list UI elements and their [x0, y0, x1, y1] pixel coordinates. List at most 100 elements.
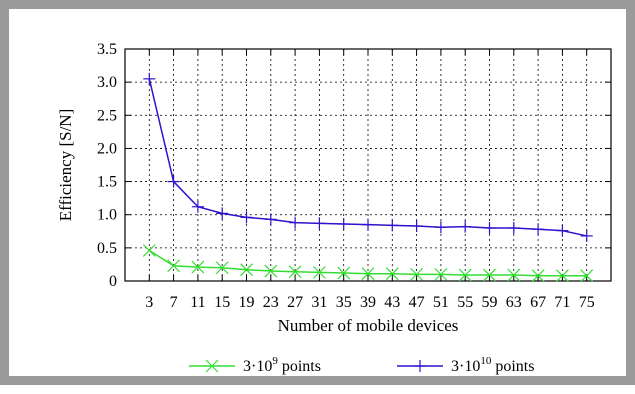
- x-tick-label: 11: [190, 294, 205, 311]
- marker-stroke: [434, 267, 448, 281]
- legend-suffix: points: [491, 358, 534, 375]
- marker-stroke: [410, 267, 424, 281]
- marker-stroke: [264, 264, 278, 278]
- y-tick-label: 3.5: [97, 41, 117, 58]
- data-point-1: [385, 267, 399, 281]
- data-point-2: [240, 211, 253, 224]
- x-tick-label: 59: [482, 294, 498, 311]
- marker-stroke: [361, 267, 375, 281]
- data-point-2: [580, 229, 593, 242]
- marker-stroke: [337, 266, 351, 280]
- data-point-1: [580, 269, 594, 283]
- x-tick-label: 39: [360, 294, 376, 311]
- legend-suffix: points: [278, 358, 321, 375]
- legend-label: 3·109 points: [243, 355, 321, 375]
- data-point-1: [507, 268, 521, 282]
- y-tick-label: 0.5: [97, 240, 117, 257]
- marker-stroke: [507, 268, 521, 282]
- x-tick-label: 35: [336, 294, 352, 311]
- x-tick-label: 31: [311, 294, 327, 311]
- y-tick-label: 1.5: [97, 174, 117, 191]
- x-tick-label: 71: [554, 294, 570, 311]
- x-tick-label: 7: [170, 294, 178, 311]
- legend-layer: 3·109 points 3·1010 points: [189, 355, 534, 375]
- y-tick-label: 2.0: [97, 140, 117, 157]
- data-point-1: [361, 267, 375, 281]
- marker-stroke: [580, 269, 594, 283]
- x-tick-label: 3: [145, 294, 153, 311]
- data-point-1: [288, 265, 302, 279]
- data-point-2: [289, 216, 302, 229]
- x-tick-label: 15: [214, 294, 230, 311]
- data-point-1: [312, 265, 326, 279]
- data-point-1: [434, 267, 448, 281]
- marker-stroke: [288, 265, 302, 279]
- x-axis-title: Number of mobile devices: [278, 316, 459, 335]
- plot-border: [124, 48, 612, 282]
- marker-stroke: [191, 260, 205, 274]
- marker-stroke: [555, 269, 569, 283]
- marker-stroke: [458, 268, 472, 282]
- data-point-2: [264, 213, 277, 226]
- data-point-1: [337, 266, 351, 280]
- data-point-1: [531, 269, 545, 283]
- series-line-2: [148, 78, 587, 237]
- data-point-1: [555, 269, 569, 283]
- marker-stroke: [205, 359, 219, 373]
- data-point-1: [410, 267, 424, 281]
- data-point-2: [313, 217, 326, 230]
- marker-stroke: [483, 268, 496, 282]
- data-point-2: [216, 207, 229, 220]
- legend-base: 3·10: [451, 358, 480, 375]
- data-point-1: [458, 268, 472, 282]
- data-point-1: [142, 244, 156, 257]
- data-point-1: [191, 260, 205, 274]
- data-point-2: [143, 72, 156, 85]
- chart-svg: 00.51.01.52.02.53.03.53 7 11 15 19 23 27 31 35 39…: [56, 41, 612, 375]
- data-point-2: [459, 220, 472, 233]
- x-tick-label: 27: [287, 294, 303, 311]
- data-point-1: [483, 268, 496, 282]
- marker-stroke: [215, 261, 229, 275]
- legend-marker: [414, 360, 426, 372]
- y-tick-label: 1.0: [97, 207, 117, 224]
- data-point-2: [434, 221, 447, 234]
- data-point-2: [556, 224, 569, 237]
- data-point-2: [167, 175, 180, 188]
- data-point-1: [167, 259, 181, 273]
- marker-stroke: [142, 244, 156, 257]
- data-point-2: [386, 219, 399, 232]
- x-tick-label: 63: [506, 294, 522, 311]
- x-tick-label: 75: [579, 294, 595, 311]
- marker-stroke: [531, 269, 545, 283]
- legend-base: 3·10: [243, 358, 272, 375]
- axes-layer: [124, 48, 612, 282]
- x-tick-label: 23: [263, 294, 279, 311]
- marker-stroke: [385, 267, 399, 281]
- y-tick-label: 3.0: [97, 74, 117, 91]
- data-point-2: [191, 200, 204, 213]
- data-point-2: [410, 219, 423, 232]
- marker-stroke: [167, 259, 181, 273]
- x-tick-label: 55: [457, 294, 473, 311]
- y-axis-title: Efficiency [S/N]: [56, 109, 75, 222]
- legend-entry-2: 3·1010 points: [397, 355, 534, 375]
- x-tick-label: 47: [409, 294, 425, 311]
- legend-entry-1: 3·109 points: [189, 355, 321, 375]
- x-tick-label: 51: [433, 294, 449, 311]
- marker-stroke: [312, 265, 326, 279]
- data-point-2: [362, 218, 374, 231]
- legend-marker: [205, 359, 219, 373]
- data-point-2: [532, 223, 545, 236]
- legend-exponent: 10: [480, 355, 492, 367]
- labels-layer: 0 0.5 1.0 1.5 2.0 2.5 3.0 3.5 3 7 11 15 19 23 27 31 35 39…: [56, 41, 595, 335]
- data-point-1: [215, 261, 229, 275]
- legend-exponent: 9: [272, 355, 278, 367]
- data-point-2: [507, 221, 520, 234]
- series-layer: [142, 72, 594, 283]
- x-tick-label: 43: [384, 294, 400, 311]
- x-tick-label: 19: [239, 294, 255, 311]
- legend-label: 3·1010 points: [451, 355, 534, 375]
- y-tick-label: 2.5: [97, 107, 117, 124]
- data-point-2: [337, 217, 350, 230]
